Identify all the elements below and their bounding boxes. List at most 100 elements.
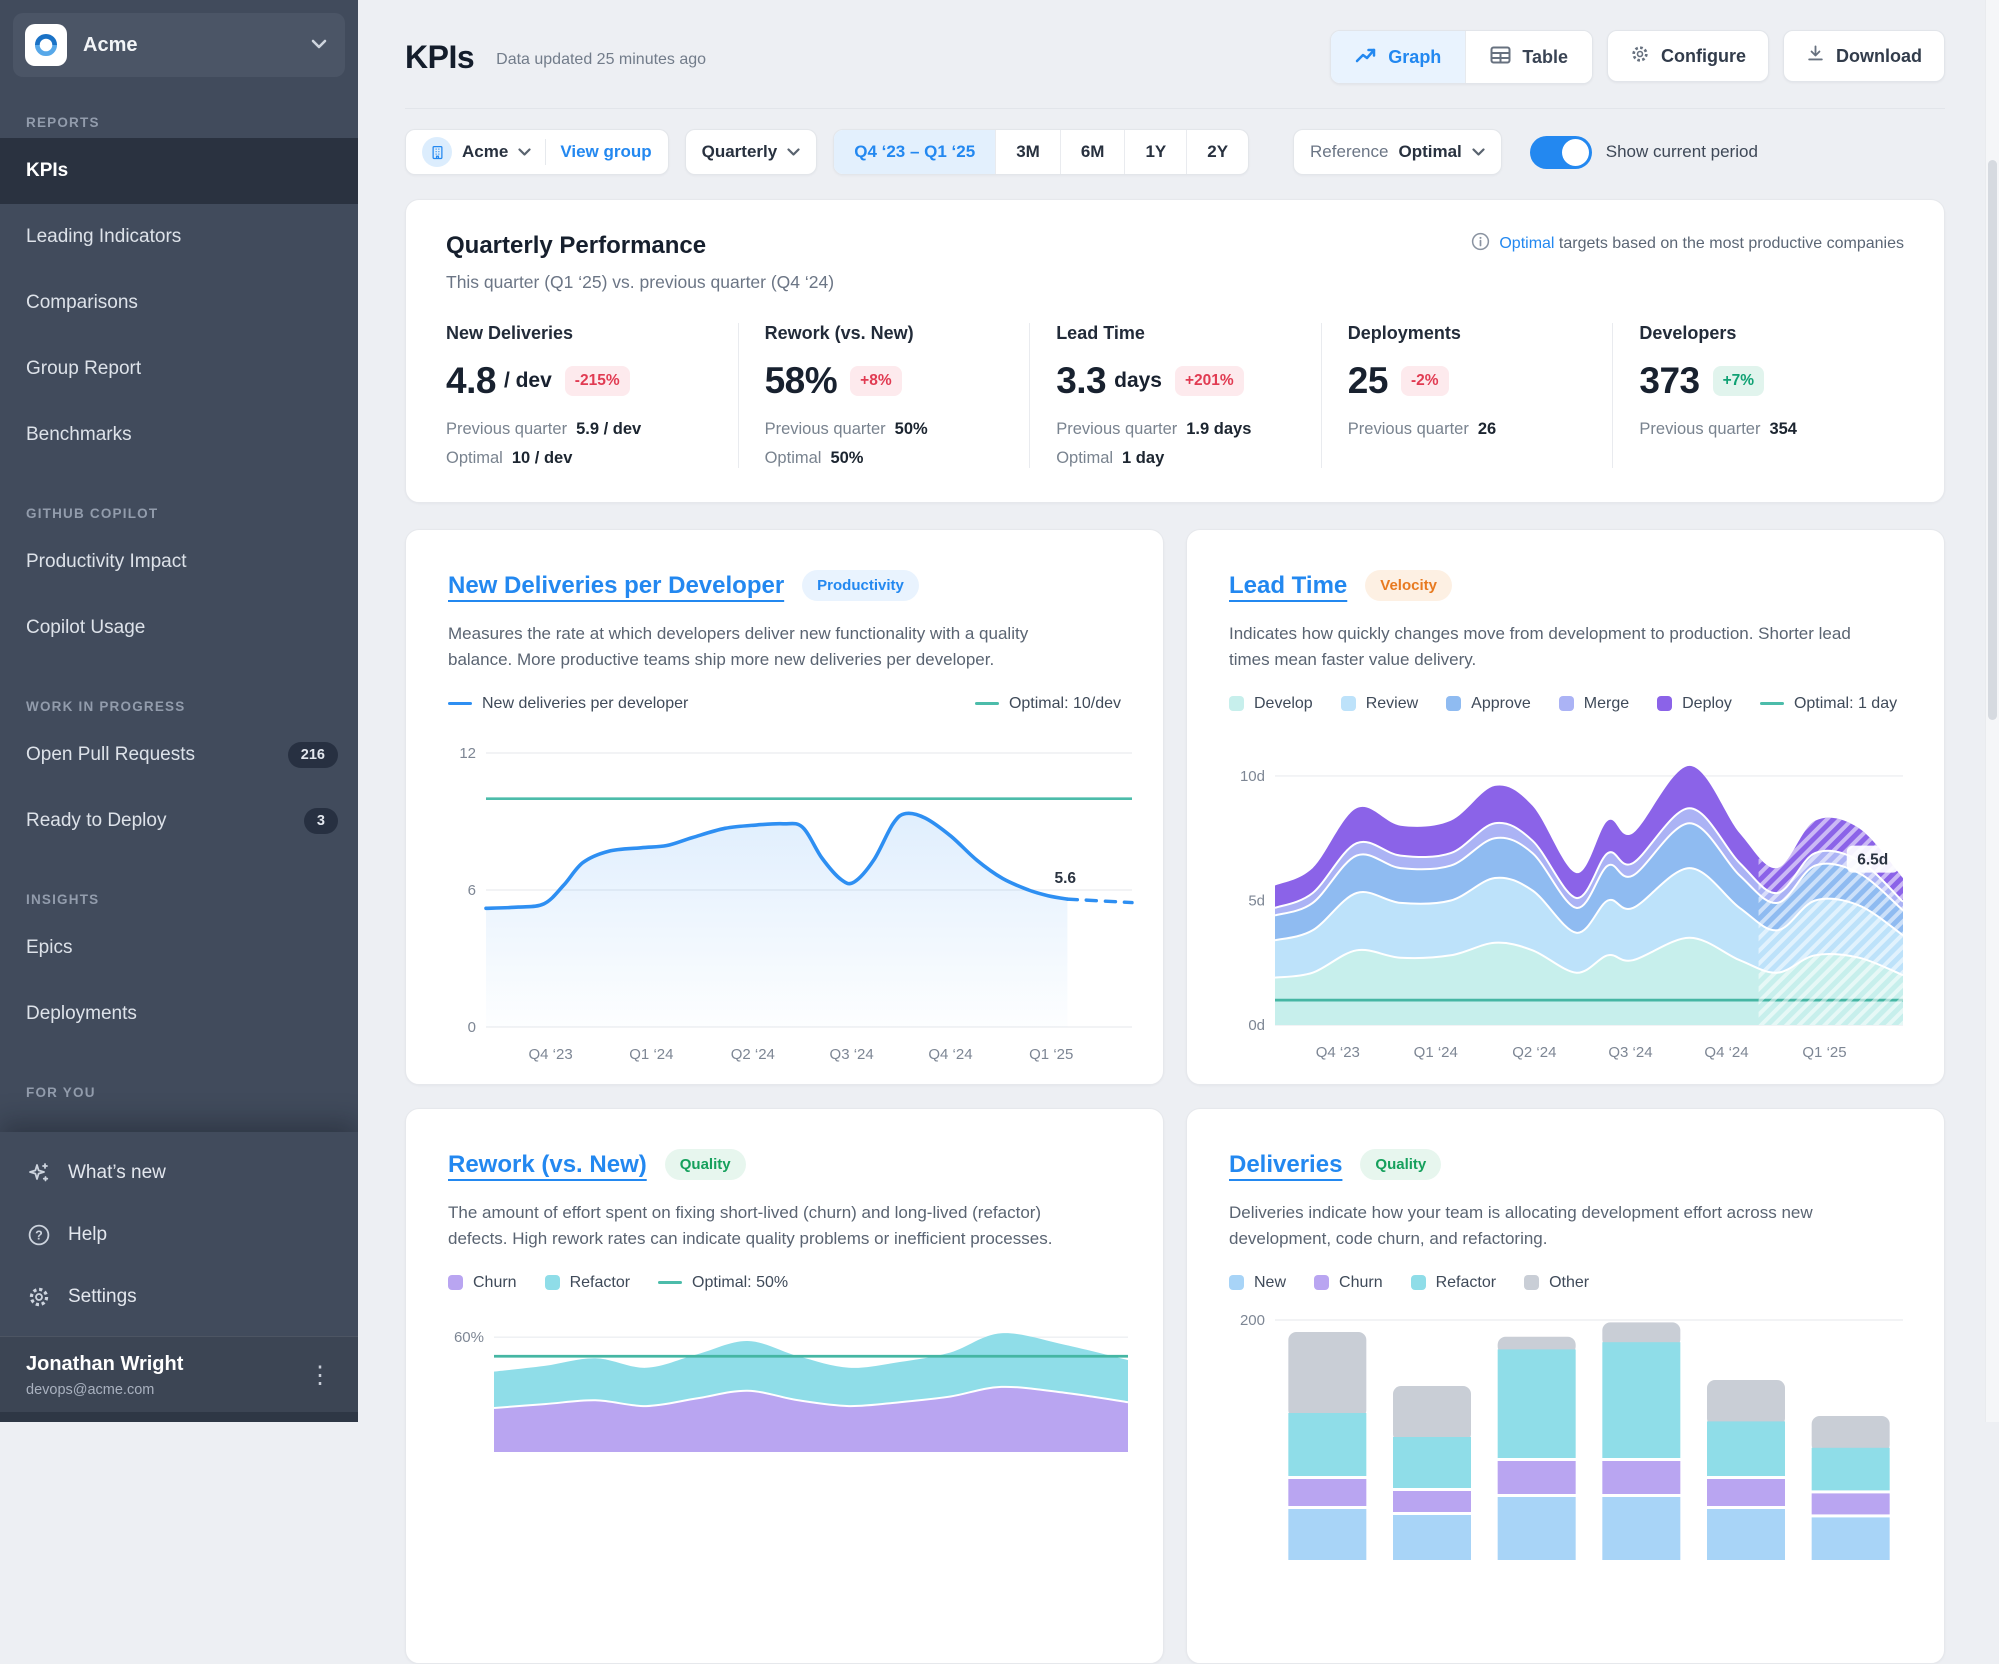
sidebar-item-epics[interactable]: Epics (0, 915, 358, 981)
card-title-row: Lead Time Velocity (1229, 570, 1902, 601)
panel-head: Quarterly Performance This quarter (Q1 ‘… (446, 232, 1904, 293)
chevron-down-icon (311, 36, 327, 54)
org-filter[interactable]: Acme View group (405, 129, 669, 175)
legend-item-optimal-50[interactable]: Optimal: 50% (658, 1274, 788, 1292)
help-item[interactable]: ? Help (0, 1204, 358, 1266)
chevron-down-icon (1472, 147, 1485, 157)
preset-6m[interactable]: 6M (1059, 130, 1125, 174)
scrollbar-thumb[interactable] (1988, 160, 1997, 720)
configure-label: Configure (1661, 45, 1746, 66)
legend-swatch (1759, 701, 1784, 706)
help-icon: ? (26, 1223, 52, 1247)
show-current-period-toggle[interactable] (1529, 135, 1592, 169)
metric-value: 58% (764, 360, 838, 401)
legend-swatch (1229, 696, 1244, 712)
metric-row-label: Previous quarter (1347, 420, 1469, 438)
sidebar-item-benchmarks[interactable]: Benchmarks (0, 402, 358, 468)
legend-label: Optimal: 50% (692, 1273, 789, 1291)
metric-rework-vs-new: Rework (vs. New) 58% +8% Previous quarter 50… (737, 323, 1030, 468)
legend-item-optimal-10-dev[interactable]: Optimal: 10/dev (974, 695, 1121, 713)
legend-item-refactor[interactable]: Refactor (1410, 1274, 1496, 1292)
whats-new-item[interactable]: What’s new (0, 1142, 358, 1204)
legend-item-optimal-1-day[interactable]: Optimal: 1 day (1759, 695, 1897, 713)
sidebar-item-leading-indicators[interactable]: Leading Indicators (0, 204, 358, 270)
lead_time-chart-canvas[interactable]: 10d 5d 0d 6.5d Q4 ‘23 Q1 ‘24 Q2 ‘24 Q3 ‘24 Q4 ‘2… (1229, 727, 1904, 1072)
card-title-row: New Deliveries per Developer Productivity (448, 570, 1121, 601)
legend-item-other[interactable]: Other (1524, 1274, 1589, 1292)
reference-select[interactable]: Reference Optimal (1293, 129, 1502, 175)
legend-item-approve[interactable]: Approve (1446, 695, 1531, 713)
svg-text:0d: 0d (1248, 1017, 1265, 1034)
sidebar-item-open-pull-requests[interactable]: Open Pull Requests 216 (0, 722, 358, 788)
legend-item-churn[interactable]: Churn (1314, 1274, 1383, 1292)
metric-rows: Previous quarter 354 (1639, 420, 1884, 439)
sidebar-item-copilot-usage[interactable]: Copilot Usage (0, 595, 358, 661)
metric-value-row: 4.8 / dev -215% (446, 360, 718, 402)
legend-label: Churn (1339, 1273, 1383, 1291)
legend-item-new[interactable]: New (1229, 1274, 1286, 1292)
legend-item-refactor[interactable]: Refactor (544, 1274, 630, 1292)
metric-row-label: Optimal (764, 449, 822, 467)
legend-label: Deploy (1682, 694, 1732, 712)
svg-text:6: 6 (468, 882, 476, 899)
delta-badge: -2% (1400, 366, 1449, 396)
svg-text:Q1 ‘25: Q1 ‘25 (1802, 1044, 1846, 1061)
legend-swatch (1314, 1275, 1330, 1291)
sidebar-item-comparisons[interactable]: Comparisons (0, 270, 358, 336)
preset-3m[interactable]: 3M (995, 130, 1060, 174)
legend-item-merge[interactable]: Merge (1558, 695, 1629, 713)
metric-unit: / dev (503, 369, 552, 392)
metric-row: Optimal 50% (765, 449, 1010, 468)
chevron-down-icon (518, 147, 531, 157)
delta-badge: +7% (1712, 366, 1765, 396)
granularity-select[interactable]: Quarterly (684, 129, 818, 175)
count-badge: 3 (303, 808, 338, 834)
period-presets: Q4 ‘23 – Q1 ‘25 3M 6M 1Y 2Y (833, 129, 1250, 175)
download-button[interactable]: Download (1783, 30, 1945, 82)
svg-text:Q1 ‘25: Q1 ‘25 (1029, 1046, 1073, 1063)
chart-card-lead_time: Lead Time Velocity Indicates how quickly c… (1186, 529, 1945, 1085)
legend-label: Review (1365, 694, 1419, 712)
configure-button[interactable]: Configure (1607, 30, 1769, 82)
legend-item-deploy[interactable]: Deploy (1657, 695, 1732, 713)
sidebar-item-ready-to-deploy[interactable]: Ready to Deploy 3 (0, 788, 358, 854)
sidebar-item-group-report[interactable]: Group Report (0, 336, 358, 402)
kebab-menu-icon[interactable]: ⋮ (308, 1362, 332, 1389)
legend-item-new-deliveries-per-developer[interactable]: New deliveries per developer (448, 695, 688, 713)
settings-item[interactable]: Settings (0, 1266, 358, 1328)
view-group-link[interactable]: View group (560, 142, 652, 161)
tab-graph[interactable]: Graph (1331, 31, 1466, 83)
optimal-link[interactable]: Optimal (1499, 235, 1555, 252)
chart-title-link[interactable]: Lead Time (1229, 571, 1348, 599)
scrollbar-track[interactable] (1985, 0, 1999, 1422)
sidebar-item-deployments[interactable]: Deployments (0, 981, 358, 1047)
metric-row: Optimal 10 / dev (446, 449, 718, 468)
preset-1y[interactable]: 1Y (1124, 130, 1186, 174)
panel-title: Quarterly Performance (446, 232, 707, 259)
main-content: KPIs Data updated 25 minutes ago Graph T… (358, 0, 1999, 1664)
deliveries-chart-canvas[interactable]: 200 (1229, 1306, 1903, 1571)
user-menu[interactable]: Jonathan Wright devops@acme.com ⋮ (0, 1336, 358, 1412)
chart-title-link[interactable]: Deliveries (1229, 1150, 1343, 1178)
tab-table[interactable]: Table (1465, 31, 1592, 83)
chart-title-link[interactable]: Rework (vs. New) (448, 1150, 647, 1178)
chart-title-link[interactable]: New Deliveries per Developer (448, 571, 785, 599)
legend-item-develop[interactable]: Develop (1229, 695, 1313, 713)
nav-item-label: Deployments (26, 1003, 137, 1024)
info-icon[interactable] (1471, 232, 1490, 256)
svg-text:Q2 ‘24: Q2 ‘24 (1512, 1044, 1556, 1061)
legend-item-churn[interactable]: Churn (448, 1274, 517, 1292)
sidebar-item-productivity-impact[interactable]: Productivity Impact (0, 529, 358, 595)
legend-label: Other (1549, 1273, 1590, 1291)
legend-swatch (974, 701, 999, 706)
new_deliveries-chart-canvas[interactable]: 12 6 0 5.6 Q4 ‘23 Q1 ‘24 Q2 ‘24 Q3 ‘24 Q4 ‘24 Q1 … (448, 727, 1134, 1072)
preset-2y[interactable]: 2Y (1186, 130, 1248, 174)
legend-item-review[interactable]: Review (1340, 694, 1419, 713)
org-switcher[interactable]: Acme (13, 13, 345, 77)
metric-value-row: 3.3 days +201% (1056, 360, 1301, 402)
nav-item-label: Group Report (26, 358, 142, 379)
preset-range[interactable]: Q4 ‘23 – Q1 ‘25 (834, 130, 996, 174)
metric-developers: Developers 373 +7% Previous quarter 354 (1612, 323, 1904, 468)
rework-chart-canvas[interactable]: 60% (448, 1306, 1129, 1481)
sidebar-item-kpis[interactable]: KPIs (0, 138, 358, 204)
